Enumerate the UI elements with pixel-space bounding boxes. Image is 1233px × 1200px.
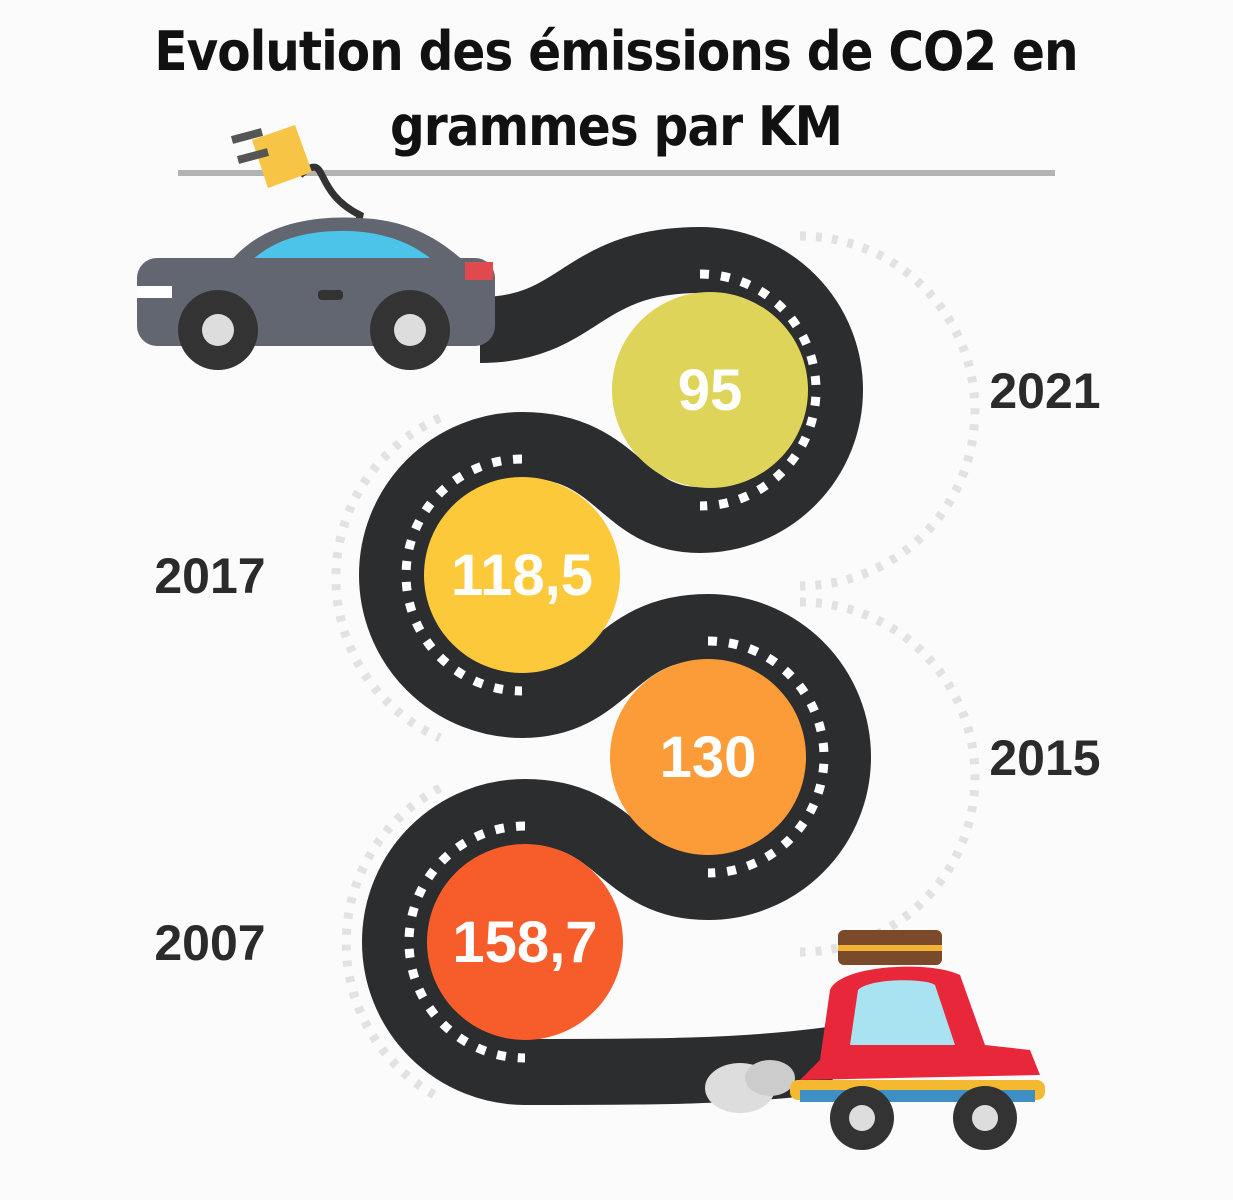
value-label: 158,7 [452, 910, 597, 975]
road [359, 226, 871, 1106]
year-label: 2021 [989, 363, 1100, 419]
old-car [705, 930, 1045, 1150]
value-label: 130 [660, 725, 757, 790]
value-circle [610, 659, 806, 855]
title-line: grammes par KM [390, 95, 842, 158]
title-line: Evolution des émissions de CO2 en [154, 20, 1077, 83]
year-label: 2015 [989, 730, 1100, 786]
year-label: 2017 [154, 548, 265, 604]
year-label: 2007 [154, 915, 265, 971]
value-label: 118,5 [451, 543, 593, 608]
value-label: 95 [678, 358, 743, 423]
title-rule [178, 170, 1055, 176]
value-circle [612, 292, 808, 488]
value-circle [424, 477, 620, 673]
value-circle [427, 844, 623, 1040]
milestones: 95 2021 118,5 2017 130 2015 158,7 2007 [154, 292, 1101, 1040]
electric-car [137, 125, 495, 370]
